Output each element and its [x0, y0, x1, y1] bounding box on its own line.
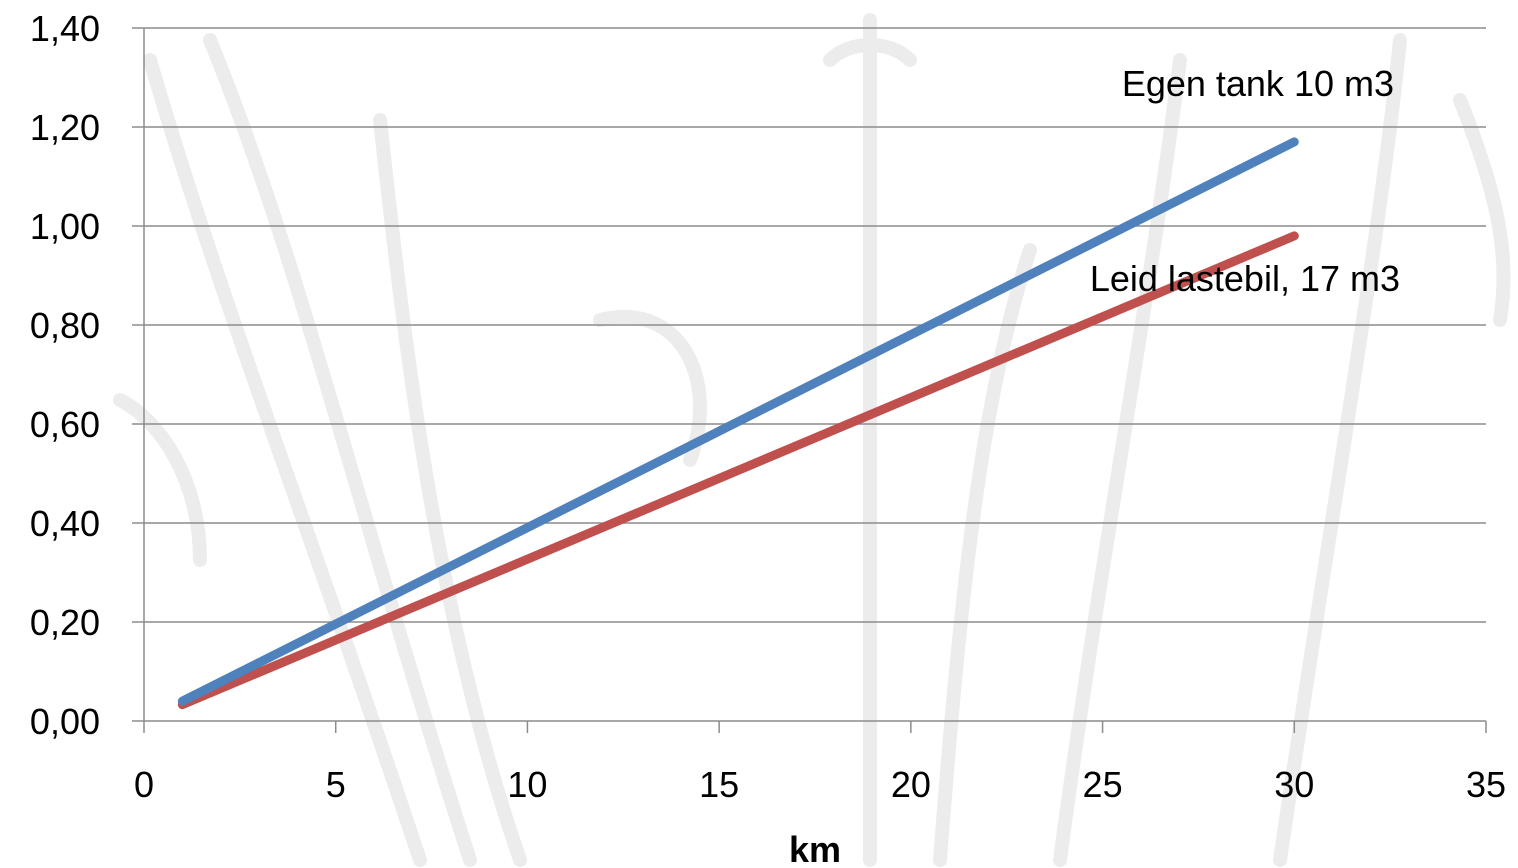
series-line-1 — [177, 231, 1299, 710]
x-tick-label: 0 — [134, 764, 154, 805]
y-tick-label: 0,60 — [30, 404, 100, 445]
x-tick-label: 15 — [699, 764, 739, 805]
tick-labels: 0,00 0,20 0,40 0,60 0,80 1,00 1,20 1,40 0 5 10 15 20… — [30, 8, 1506, 805]
x-tick-label: 5 — [326, 764, 346, 805]
x-tick-label: 30 — [1274, 764, 1314, 805]
y-tick-label: 1,00 — [30, 206, 100, 247]
x-tick-label: 20 — [891, 764, 931, 805]
gridlines — [144, 27, 1486, 623]
y-tick-label: 0,20 — [30, 602, 100, 643]
x-axis-title: km — [789, 829, 841, 868]
x-tick-label: 25 — [1083, 764, 1123, 805]
x-tick-label: 10 — [507, 764, 547, 805]
series-label-leid-lastebil: Leid lastebil, 17 m3 — [1090, 258, 1400, 299]
y-tick-label: 0,40 — [30, 503, 100, 544]
series-line-0 — [177, 137, 1299, 706]
y-tick-label: 1,40 — [30, 8, 100, 49]
y-tick-label: 1,20 — [30, 107, 100, 148]
x-tick-label: 35 — [1466, 764, 1506, 805]
y-tick-label: 0,00 — [30, 701, 100, 742]
background-watermark — [113, 13, 1511, 867]
series-lines — [177, 137, 1299, 710]
axes — [132, 27, 1487, 733]
y-tick-label: 0,80 — [30, 305, 100, 346]
series-label-egen-tank: Egen tank 10 m3 — [1122, 63, 1394, 104]
